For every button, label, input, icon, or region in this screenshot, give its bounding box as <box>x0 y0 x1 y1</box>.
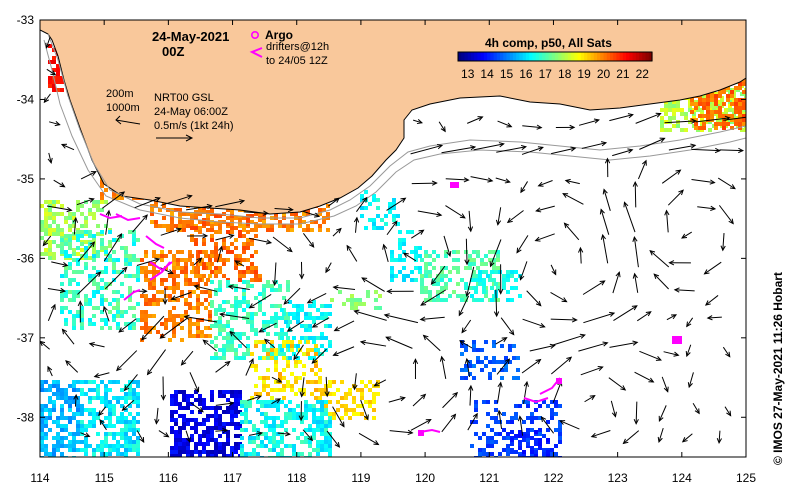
y-tick-label: -38 <box>17 410 35 424</box>
product-label: NRT00 GSL <box>154 92 214 104</box>
colorbar-tick-label: 13 <box>461 67 475 81</box>
depth-label-arrow <box>115 115 141 125</box>
colorbar-tick-label: 15 <box>500 67 514 81</box>
land-mass <box>40 20 746 215</box>
date-label: 24-May-2021 <box>152 29 229 44</box>
colorbar-tick-label: 16 <box>519 67 533 81</box>
drifters-label-line2: to 24/05 12Z <box>266 55 328 67</box>
colorbar-tick-label: 20 <box>597 67 611 81</box>
colorbar-title: 4h comp, p50, All Sats <box>485 36 612 50</box>
colorbar-tick-label: 22 <box>636 67 650 81</box>
contour-1000m-label: 1000m <box>106 102 140 114</box>
x-tick-label: 123 <box>608 471 628 485</box>
x-tick-label: 125 <box>736 471 756 485</box>
axis-tick-marks <box>39 19 747 457</box>
drifters-label-line1: drifters@12h <box>266 41 329 53</box>
argo-icon <box>251 30 260 39</box>
argo-label: Argo <box>265 28 293 42</box>
contour-1000m <box>43 39 746 225</box>
y-axis: -33 -34 -35 -36 -37 -38 <box>17 13 35 424</box>
x-tick-label: 117 <box>223 471 242 485</box>
colorbar-tick-label: 18 <box>558 67 572 81</box>
y-tick-label: -37 <box>17 331 35 345</box>
vector-scale-arrow <box>156 134 194 142</box>
y-tick-label: -33 <box>17 13 35 27</box>
vector-scale-label: 0.5m/s (1kt 24h) <box>154 120 233 132</box>
x-tick-label: 118 <box>287 471 306 485</box>
credit-label: © IMOS 27-May-2021 11:26 Hobart <box>771 272 785 465</box>
colorbar <box>457 51 653 62</box>
colorbar-tick-label: 14 <box>480 67 494 81</box>
y-tick-label: -35 <box>17 172 35 186</box>
y-tick-label: -34 <box>17 92 35 106</box>
colorbar-ticks: 13 14 15 16 17 18 19 20 21 22 <box>461 67 649 81</box>
x-tick-label: 122 <box>543 471 563 485</box>
drifter-legend-icon <box>249 47 263 58</box>
colorbar-tick-label: 21 <box>616 67 630 81</box>
x-tick-label: 120 <box>415 471 435 485</box>
x-axis: 114 115 116 117 118 119 120 121 122 123 124 125 <box>30 471 756 485</box>
contour-200m <box>47 33 746 219</box>
contour-200m-label: 200m <box>106 88 134 100</box>
y-tick-label: -36 <box>17 251 35 265</box>
current-vector-field <box>40 36 746 448</box>
colorbar-tick-label: 19 <box>577 67 591 81</box>
drifter-markers <box>418 182 682 436</box>
x-tick-label: 121 <box>479 471 499 485</box>
time-label: 00Z <box>162 44 184 59</box>
x-tick-label: 124 <box>672 471 692 485</box>
x-tick-label: 119 <box>351 471 370 485</box>
x-tick-label: 116 <box>159 471 178 485</box>
product-time-label: 24-May 06:00Z <box>154 106 228 118</box>
x-tick-label: 114 <box>30 471 49 485</box>
colorbar-tick-label: 17 <box>539 67 553 81</box>
plot-frame <box>39 19 747 458</box>
x-tick-label: 115 <box>95 471 114 485</box>
